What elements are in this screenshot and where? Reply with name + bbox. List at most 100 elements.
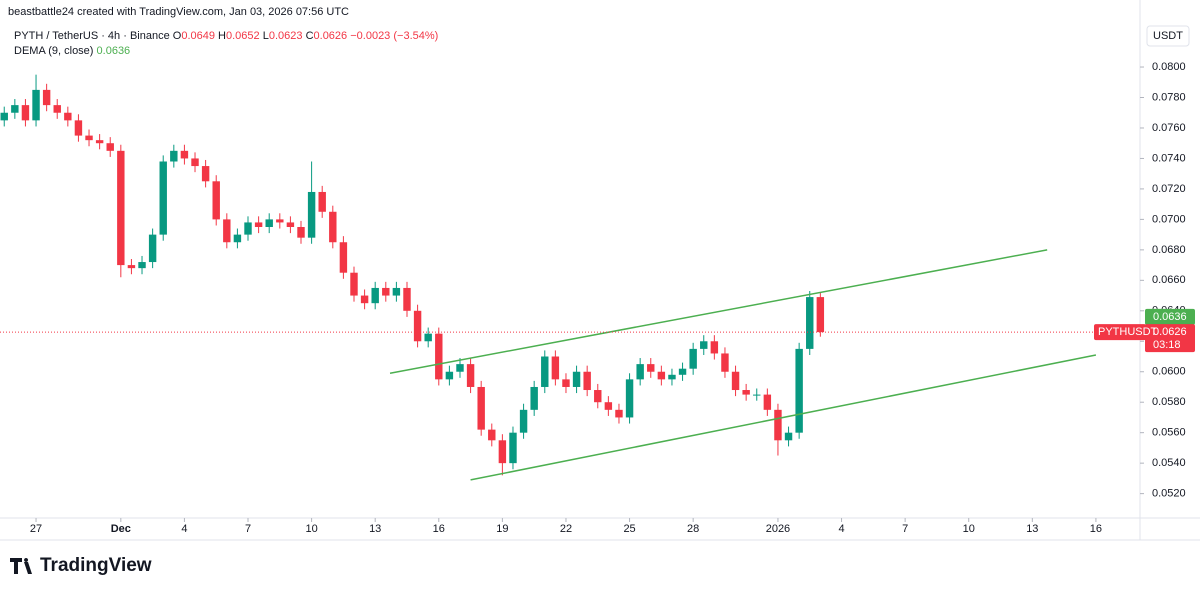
y-tick-label: 0.0520	[1152, 488, 1186, 500]
x-tick-label: 4	[838, 523, 844, 535]
candle-body	[307, 191, 316, 238]
candle-body	[710, 341, 719, 354]
candle-body	[700, 341, 708, 349]
candle-body	[721, 353, 729, 372]
candle-body	[657, 371, 666, 380]
trendline	[389, 249, 1048, 375]
ohlc-label: O	[172, 30, 182, 42]
y-tick-label: 0.0680	[1152, 244, 1186, 256]
candle-body	[456, 364, 464, 372]
candle-body	[562, 379, 570, 387]
legend-row: PYTH / TetherUS · 4h · Binance O0.0649 H…	[14, 29, 438, 44]
x-tick-label: 27	[30, 523, 42, 535]
legend-row: DEMA (9, close) 0.0636	[14, 44, 438, 59]
credit: beastbattle24 created with TradingView.c…	[8, 6, 350, 18]
x-tick-label: 10	[963, 523, 975, 535]
x-tick-label: 4	[181, 523, 187, 535]
candle-body	[286, 222, 295, 228]
x-tick-label: 22	[560, 523, 572, 535]
candle-body	[392, 287, 401, 296]
candle-body	[466, 364, 475, 387]
brand-logo	[10, 558, 32, 574]
indicator-value: 0.0636	[96, 45, 131, 57]
candle-body	[477, 386, 485, 430]
candle-body	[170, 150, 178, 162]
candle-body	[350, 272, 358, 296]
y-tick-label: 0.0740	[1152, 152, 1186, 164]
candle-body	[21, 105, 30, 121]
candle-body	[53, 105, 61, 113]
x-tick-label: 25	[623, 523, 635, 535]
x-tick-label: 13	[1026, 523, 1038, 535]
candle-body	[541, 356, 549, 387]
candle-body	[32, 89, 40, 121]
change-pct: (−3.54%)	[393, 30, 439, 42]
candle-body	[435, 333, 443, 380]
candle-body	[371, 287, 379, 304]
candle-body	[784, 432, 793, 441]
candle-body	[806, 297, 814, 349]
symbol-tag: PYTHUSDT	[1098, 326, 1158, 338]
legend: PYTH / TetherUS · 4h · Binance O0.0649 H…	[14, 29, 438, 59]
candle-body	[625, 379, 634, 418]
y-tick-label: 0.0720	[1152, 183, 1186, 195]
y-tick-label: 0.0580	[1152, 396, 1186, 408]
last-price: 0.0626	[1153, 326, 1187, 338]
candle-body	[678, 368, 687, 375]
candle-body	[339, 242, 348, 273]
candle-body	[572, 371, 581, 387]
ohlc-label: L	[262, 30, 269, 42]
candle-body	[297, 227, 305, 238]
candle-body	[0, 112, 8, 121]
candle-body	[64, 112, 72, 121]
candle-body	[551, 356, 560, 380]
price-box	[1145, 324, 1195, 353]
candle-body	[636, 364, 644, 380]
candle-body	[318, 191, 326, 212]
candle-body	[191, 158, 199, 167]
ohlc-value: 0.0623	[268, 30, 303, 42]
candle-body	[795, 348, 803, 433]
candle-body	[403, 287, 411, 311]
y-tick-label: 0.0700	[1152, 213, 1186, 225]
x-tick-label: 7	[245, 523, 251, 535]
candle-body	[763, 394, 772, 410]
ohlc-value: 0.0652	[226, 30, 260, 42]
candle-body	[180, 150, 189, 159]
candle-body	[148, 234, 157, 263]
candle-body	[647, 364, 655, 372]
x-tick-label: 16	[433, 523, 445, 535]
x-tick-label: 28	[687, 523, 699, 535]
ohlc-label: C	[305, 30, 314, 42]
candle-body	[106, 143, 114, 151]
candle-body	[276, 219, 284, 223]
candle-body	[329, 211, 337, 243]
candle-body	[488, 429, 496, 441]
candle-body	[530, 386, 538, 410]
candle-body	[159, 161, 167, 235]
candle-body	[244, 222, 252, 235]
candle-body	[42, 89, 51, 106]
candle-body	[212, 181, 220, 220]
candle-body	[742, 390, 750, 395]
brand: TradingView	[40, 555, 152, 576]
candle-body	[382, 287, 390, 296]
candle-body	[509, 432, 517, 464]
candle-body	[731, 371, 740, 391]
candle-body	[127, 265, 136, 269]
ohlc-label: H	[218, 30, 226, 42]
candle-body	[816, 297, 825, 333]
candle-body	[223, 219, 231, 243]
y-tick-label: 0.0800	[1152, 61, 1186, 73]
countdown: 03:18	[1153, 339, 1181, 351]
candle-body	[594, 390, 602, 403]
x-tick-label: 7	[902, 523, 908, 535]
candle-body	[668, 374, 676, 380]
candle-body	[424, 333, 432, 342]
candle-body	[254, 222, 263, 228]
x-tick-label: 2026	[766, 523, 790, 535]
candle-body	[519, 409, 528, 433]
candle-body	[498, 440, 507, 464]
